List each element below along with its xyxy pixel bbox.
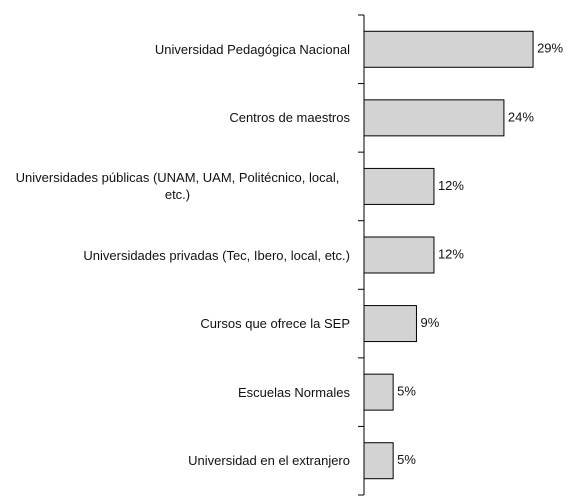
bar <box>363 373 394 411</box>
value-label: 12% <box>438 246 464 261</box>
value-label: 12% <box>438 178 464 193</box>
category-label: Cursos que ofrece la SEP <box>200 316 350 332</box>
category-label-box: Cursos que ofrece la SEP <box>5 299 350 349</box>
bar <box>363 99 505 137</box>
category-label: Escuelas Normales <box>238 384 350 400</box>
value-label: 9% <box>420 315 439 330</box>
bar <box>363 167 435 205</box>
bar <box>363 305 417 343</box>
value-label: 5% <box>397 384 416 399</box>
category-label: Centros de maestros <box>229 110 350 126</box>
value-label: 24% <box>508 109 534 124</box>
bar <box>363 30 534 68</box>
category-label-box: Centros de maestros <box>5 93 350 143</box>
category-label-box: Universidad en el extranjero <box>5 436 350 486</box>
value-label: 5% <box>397 452 416 467</box>
category-label: Universidades públicas (UNAM, UAM, Polit… <box>15 170 340 203</box>
category-label: Universidad en el extranjero <box>188 453 350 469</box>
category-label: Universidad Pedagógica Nacional <box>154 41 350 57</box>
value-label: 29% <box>537 41 563 56</box>
bar <box>363 442 394 480</box>
category-label-box: Universidades privadas (Tec, Ibero, loca… <box>5 230 350 280</box>
bar <box>363 236 435 274</box>
category-label: Universidades privadas (Tec, Ibero, loca… <box>83 247 350 263</box>
category-label-box: Escuelas Normales <box>5 367 350 417</box>
category-label-box: Universidad Pedagógica Nacional <box>5 24 350 74</box>
category-label-box: Universidades públicas (UNAM, UAM, Polit… <box>5 161 350 211</box>
